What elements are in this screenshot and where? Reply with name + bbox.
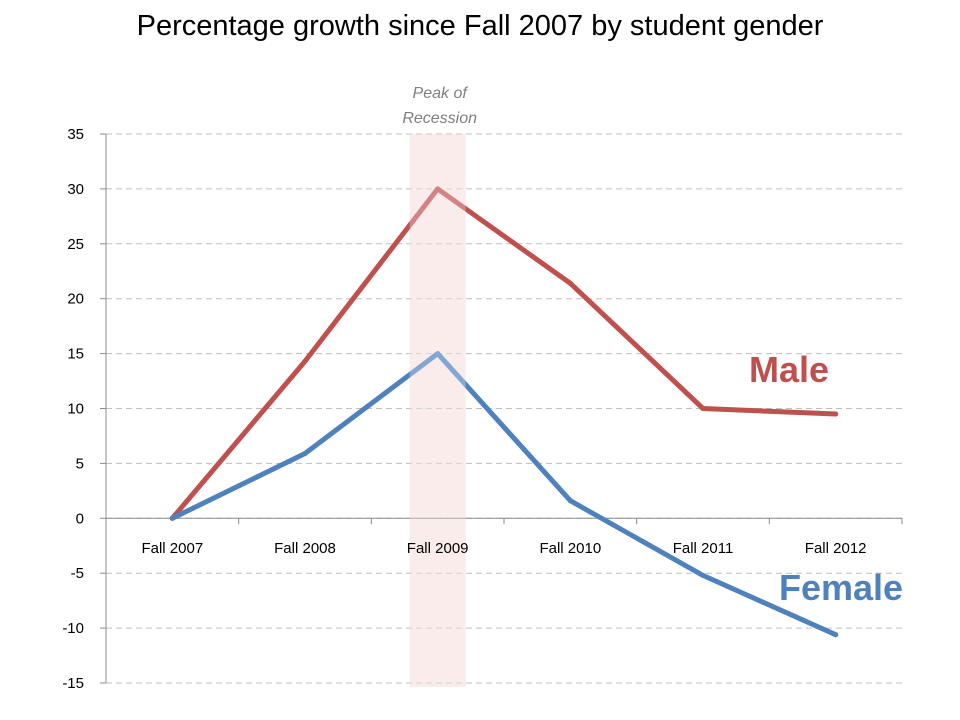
female-data-point — [567, 498, 573, 504]
x-tick-label: Fall 2007 — [141, 540, 203, 557]
annotation-text: Recession — [402, 110, 477, 127]
female-data-point — [833, 632, 839, 638]
y-tick-label: 0 — [76, 510, 84, 527]
y-tick-label: 5 — [76, 455, 84, 472]
male-series-line — [169, 186, 839, 521]
female-series-line — [169, 351, 839, 638]
male-data-point — [567, 280, 573, 286]
y-tick-label: 30 — [67, 181, 84, 198]
female-data-point — [700, 572, 706, 578]
y-tick-label: 20 — [67, 291, 84, 308]
female-data-point — [302, 451, 308, 457]
y-tick-label: -10 — [62, 620, 84, 637]
x-tick-label: Fall 2011 — [673, 540, 734, 557]
x-tick-label: Fall 2009 — [407, 540, 469, 557]
male-data-point — [700, 406, 706, 411]
male-data-point — [833, 411, 839, 417]
y-tick-label: -5 — [71, 565, 84, 582]
y-tick-label: -15 — [62, 675, 84, 692]
chart-title: Percentage growth since Fall 2007 by stu… — [136, 10, 824, 42]
y-tick-label: 35 — [67, 126, 84, 143]
y-tick-label: 25 — [67, 236, 84, 253]
annotation-text: Peak of — [413, 85, 469, 102]
recession-overlay — [409, 134, 466, 687]
female-data-point — [169, 515, 175, 521]
x-tick-label: Fall 2008 — [274, 540, 336, 557]
y-tick-label: 15 — [67, 346, 84, 363]
x-tick-label: Fall 2010 — [539, 540, 601, 557]
male-data-point — [302, 358, 308, 364]
female-series-label: Female — [779, 567, 903, 608]
male-series-label: Male — [749, 349, 829, 390]
recession-shade — [409, 134, 466, 687]
x-tick-label: Fall 2012 — [805, 540, 867, 557]
male-data-point — [435, 186, 441, 192]
y-tick-label: 10 — [67, 401, 84, 418]
female-data-point — [435, 351, 441, 357]
